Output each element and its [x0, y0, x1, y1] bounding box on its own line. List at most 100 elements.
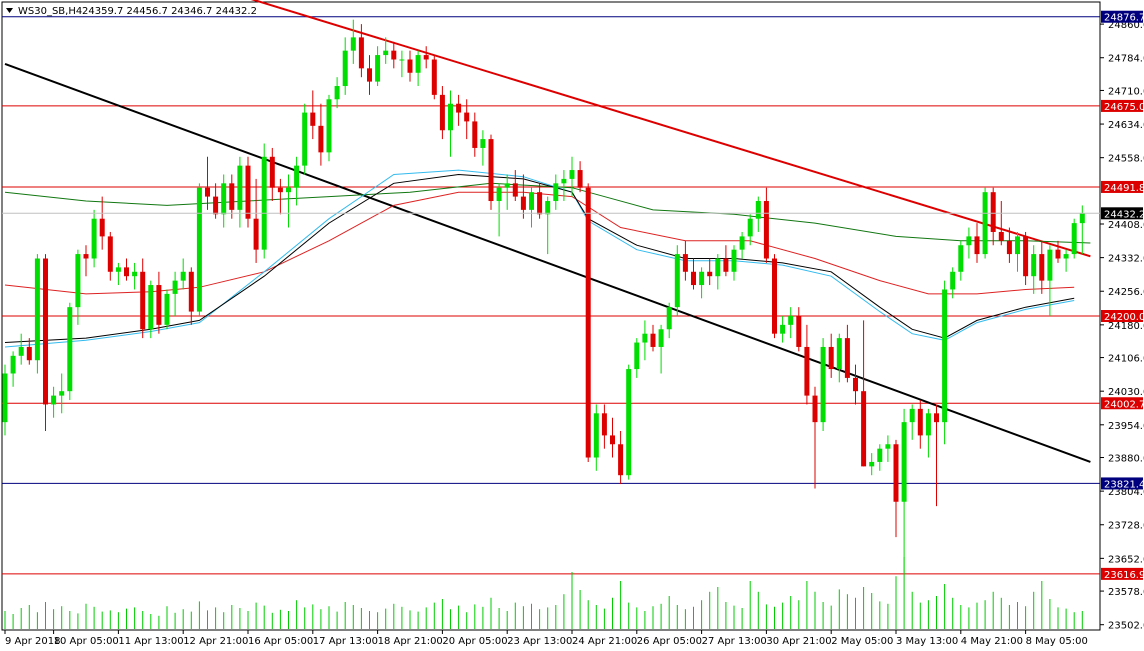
candle-bear: [43, 258, 48, 405]
time-tick-label: 12 Apr 21:00: [183, 636, 248, 647]
time-tick-label: 8 May 05:00: [1026, 636, 1088, 647]
candle-bear: [577, 170, 583, 188]
candle-bear: [245, 165, 251, 219]
candle-bear: [391, 50, 397, 60]
candle-bull: [2, 373, 8, 423]
level-tag-label: 23616.9: [1104, 570, 1144, 581]
candle-bear: [618, 444, 624, 476]
candle-bull: [747, 218, 753, 237]
candle-bull: [958, 245, 964, 272]
candle-bear: [512, 183, 518, 197]
candle-bear: [812, 395, 818, 423]
candle-bear: [772, 258, 777, 334]
candle-bull: [34, 258, 40, 361]
candle-bull: [545, 201, 551, 215]
candle-bear: [124, 267, 129, 277]
candle-bear: [229, 183, 235, 210]
time-tick-label: 11 Apr 13:00: [118, 636, 183, 647]
price-tick-label: 23502.0: [1108, 621, 1144, 632]
candle-bull: [966, 236, 972, 246]
candle-bull: [699, 271, 705, 286]
candle-bull: [942, 289, 948, 423]
price-tick-label: 24180.0: [1108, 321, 1144, 332]
candle-bear: [723, 258, 729, 272]
candle-bear: [1006, 240, 1012, 255]
candle-bull: [901, 422, 907, 502]
candle-bull: [180, 271, 186, 281]
candle-bear: [585, 187, 591, 458]
candle-bull: [780, 324, 786, 334]
price-tick-label: 24634.0: [1108, 120, 1144, 131]
price-tick-label: 23652.0: [1108, 554, 1144, 565]
candle-bull: [342, 50, 348, 87]
candle-bear: [610, 435, 615, 445]
symbol-label: WS30_SB,H4: [18, 6, 82, 17]
candle-bull: [294, 165, 300, 188]
candle-bear: [277, 187, 283, 193]
candle-bull: [59, 391, 65, 396]
trendline-1: [4, 62, 1091, 463]
candle-bear: [1055, 249, 1061, 259]
level-tag-box: [1101, 477, 1143, 490]
candle-bear: [934, 413, 939, 423]
price-tick-label: 24256.0: [1108, 287, 1144, 298]
level-tag-box: [1101, 310, 1143, 322]
candle-bear: [423, 55, 429, 60]
candle-bull: [909, 408, 915, 423]
price-tick-label: 23578.0: [1108, 587, 1144, 598]
candle-bull: [415, 55, 421, 73]
time-tick-label: 26 Apr 05:00: [637, 636, 702, 647]
candle-bull: [375, 55, 381, 82]
candle-bull: [634, 342, 640, 370]
time-tick-label: 27 Apr 13:00: [702, 636, 767, 647]
price-tick-label: 24408.0: [1108, 220, 1144, 231]
candle-bull: [132, 271, 138, 277]
candle-bear: [796, 316, 802, 347]
ohlc-values: 24359.7 24456.7 24346.7 24432.2: [82, 6, 257, 17]
candle-bull: [18, 346, 24, 356]
candle-bull: [593, 413, 599, 458]
level-tag-label: 23821.4: [1104, 479, 1144, 490]
candle-bear: [407, 59, 413, 73]
candle-bear: [318, 125, 324, 153]
price-tick-label: 23804.0: [1108, 487, 1144, 498]
candle-bull: [91, 218, 97, 259]
candle-bull: [982, 192, 988, 255]
current-price-tag-box: [1101, 207, 1143, 220]
candle-bear: [828, 346, 834, 370]
candle-bear: [367, 68, 372, 82]
candle-bear: [156, 285, 162, 325]
time-tick-label: 4 May 21:00: [961, 636, 1023, 647]
candle-bull: [326, 99, 332, 153]
trendline-0: [250, 0, 1091, 258]
level-tag-box: [1101, 180, 1143, 193]
candle-bull: [1031, 254, 1037, 277]
candle-bear: [537, 192, 543, 215]
candle-bull: [658, 329, 664, 347]
candle-bull: [383, 50, 389, 56]
price-tick-label: 23728.0: [1108, 521, 1144, 532]
candle-bull: [221, 183, 227, 215]
candle-bull: [739, 236, 745, 250]
price-tick-label: 24710.0: [1108, 86, 1144, 97]
candle-bull: [148, 285, 154, 330]
candle-bear: [310, 112, 316, 126]
price-axis: 24860.0 24784.0 24710.0 24634.0 24558.0 24408…: [1100, 20, 1144, 632]
time-tick-label: 23 Apr 13:00: [507, 636, 572, 647]
price-tick-label: 24558.0: [1108, 154, 1144, 165]
candle-bull: [1015, 236, 1020, 255]
candle-bull: [164, 293, 170, 325]
volume-bars: [4, 557, 1083, 629]
candle-bear: [456, 103, 462, 113]
candle-bull: [1079, 213, 1085, 224]
candle-bear: [650, 333, 656, 347]
level-tag-box: [1101, 10, 1143, 23]
candle-bull: [715, 258, 721, 277]
time-tick-label: 9 Apr 2018: [5, 636, 60, 647]
triangle-down-icon[interactable]: [6, 8, 13, 13]
ma-fast-b-line: [4, 169, 1075, 348]
candle-bull: [877, 448, 883, 462]
level-tag-label: 24675.0: [1104, 102, 1144, 113]
candle-bear: [520, 196, 526, 210]
